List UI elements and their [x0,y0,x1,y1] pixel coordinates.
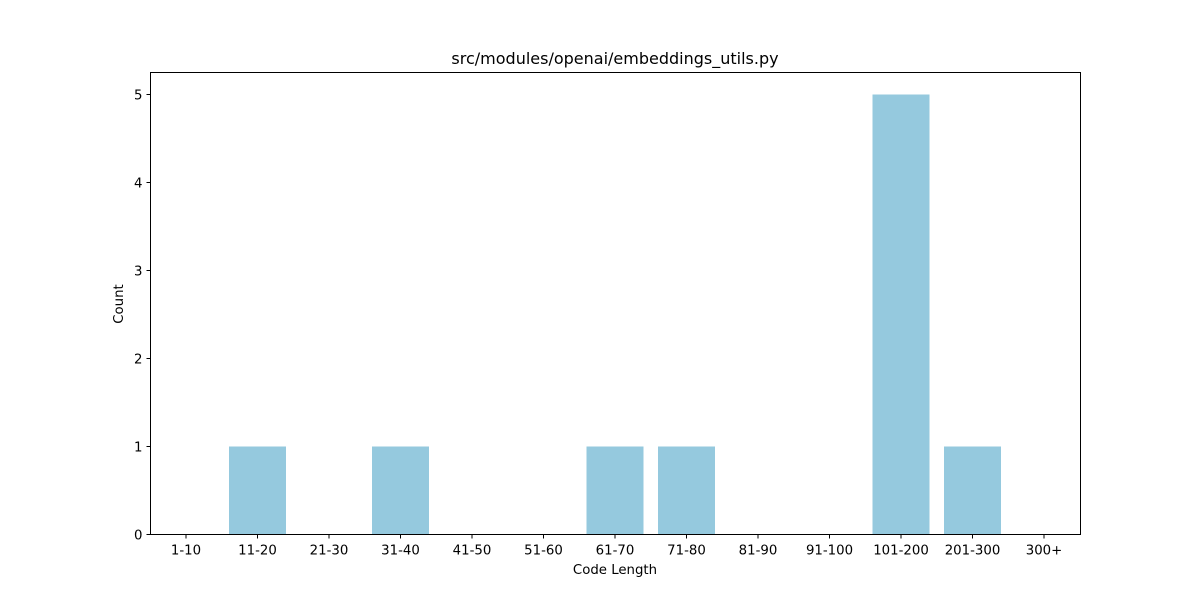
y-axis: 0 1 2 3 4 5 [134,89,151,544]
y-tick-label: 2 [134,353,142,368]
x-tick-label: 61-70 [596,544,635,559]
bar-71-80 [658,446,715,535]
bar-101-200 [872,94,930,535]
x-tick-label: 31-40 [381,544,420,559]
x-tick-label: 201-300 [945,544,1001,559]
x-tick-label: 91-100 [806,544,853,559]
x-axis: 1-10 11-20 21-30 31-40 41-50 51-60 61-70 71-80 8… [171,534,1063,559]
y-tick-label: 0 [134,529,142,544]
y-tick-label: 3 [134,265,142,280]
y-tick-label: 1 [134,441,142,456]
y-axis-title: Count [112,284,127,324]
x-tick-label: 21-30 [310,544,349,559]
bars-group [229,94,1001,535]
x-tick-label: 1-10 [171,544,201,559]
bar-201-300 [944,446,1001,535]
x-tick-label: 101-200 [873,544,929,559]
chart-title: src/modules/openai/embeddings_utils.py [451,49,778,69]
bar-61-70 [586,446,644,535]
x-tick-label: 11-20 [238,544,277,559]
x-axis-title: Code Length [573,563,657,578]
x-tick-label: 51-60 [524,544,563,559]
bar-11-20 [229,446,286,535]
x-tick-label: 81-90 [739,544,778,559]
x-tick-label: 71-80 [667,544,706,559]
x-tick-label: 300+ [1026,544,1063,559]
y-tick-label: 5 [134,89,142,104]
x-tick-label: 41-50 [453,544,492,559]
bar-31-40 [372,446,429,535]
y-tick-label: 4 [134,177,142,192]
